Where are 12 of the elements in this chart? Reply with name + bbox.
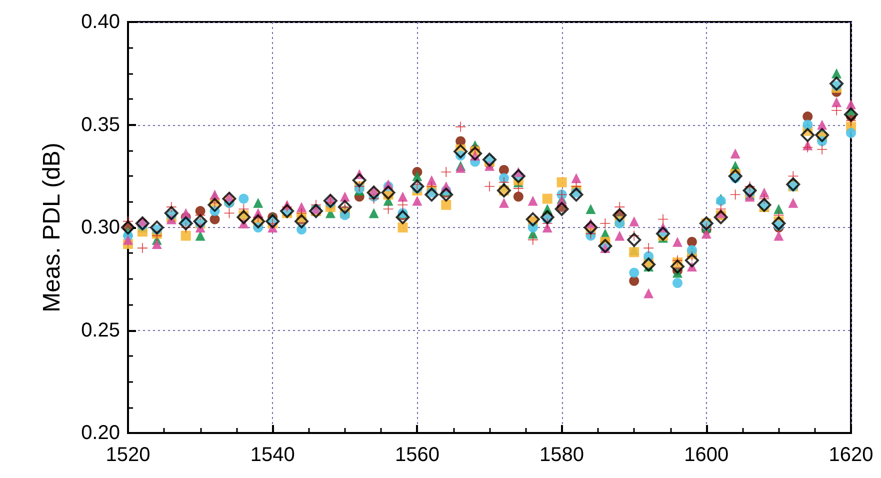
- x-tick-label: 1580: [540, 444, 584, 466]
- x-tick-label: 1600: [684, 444, 729, 466]
- y-tick-label: 0.20: [81, 422, 120, 444]
- y-tick-label: 0.30: [81, 216, 120, 238]
- y-tick-label: 0.35: [81, 114, 120, 136]
- x-tick-label: 1560: [394, 444, 440, 466]
- x-tick-label: 1620: [828, 444, 874, 466]
- x-tick-label: 1520: [106, 444, 150, 466]
- y-tick-label: 0.40: [81, 11, 120, 33]
- x-tick-label: 1540: [250, 444, 295, 466]
- y-tick-label: 0.25: [81, 319, 120, 342]
- y-axis-title: Meas. PDL (dB): [38, 142, 66, 312]
